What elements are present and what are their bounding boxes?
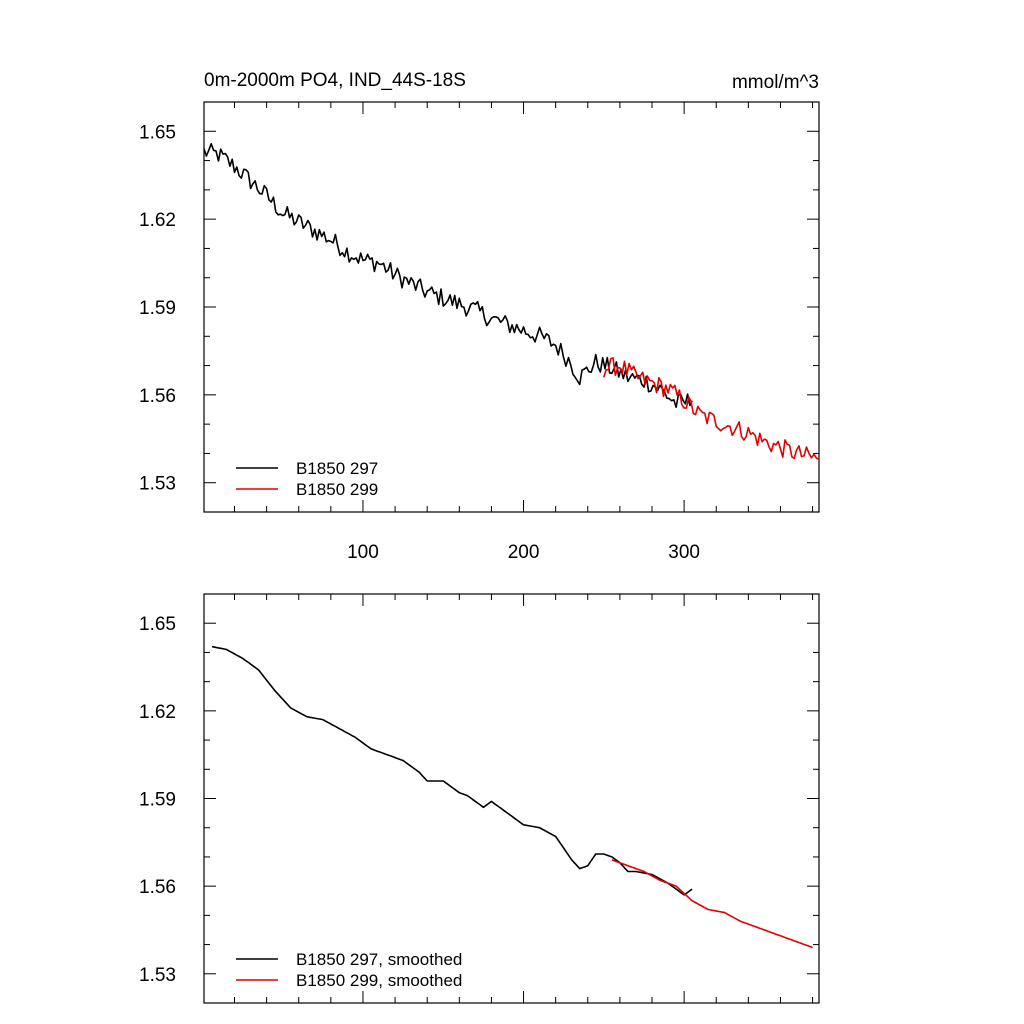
chart-title: 0m-2000m PO4, IND_44S-18S — [204, 70, 466, 91]
x-tick-label: 300 — [668, 542, 700, 563]
legend-label: B1850 299 — [296, 480, 378, 499]
legend-label: B1850 297, smoothed — [296, 950, 462, 969]
y-tick-label: 1.62 — [139, 210, 176, 231]
series-line-2 — [603, 357, 820, 461]
y-tick-label: 1.65 — [139, 614, 176, 635]
y-tick-label: 1.62 — [139, 702, 176, 723]
y-tick-label: 1.53 — [139, 474, 176, 495]
bottom-panel: 1.53 1.56 1.59 1.62 1.65 B1850 297, smoothed B… — [139, 593, 820, 1004]
y-tick-label: 1.59 — [139, 790, 176, 811]
units-label: mmol/m^3 — [732, 72, 819, 93]
y-tick-label: 1.56 — [139, 877, 176, 898]
x-tick-label: 200 — [508, 542, 540, 563]
series-line-1 — [203, 143, 693, 408]
x-tick-label: 100 — [347, 542, 379, 563]
series-line-1 — [211, 645, 693, 896]
legend-label: B1850 297 — [296, 459, 378, 478]
y-tick-label: 1.59 — [139, 298, 176, 319]
y-tick-label: 1.65 — [139, 122, 176, 143]
top-panel: 1.53 1.56 1.59 1.62 1.65 100 200 300 0m-2000m PO… — [139, 70, 820, 563]
legend-label: B1850 299, smoothed — [296, 971, 462, 990]
y-tick-label: 1.53 — [139, 965, 176, 986]
series-line-2 — [611, 859, 813, 949]
y-tick-label: 1.56 — [139, 386, 176, 407]
